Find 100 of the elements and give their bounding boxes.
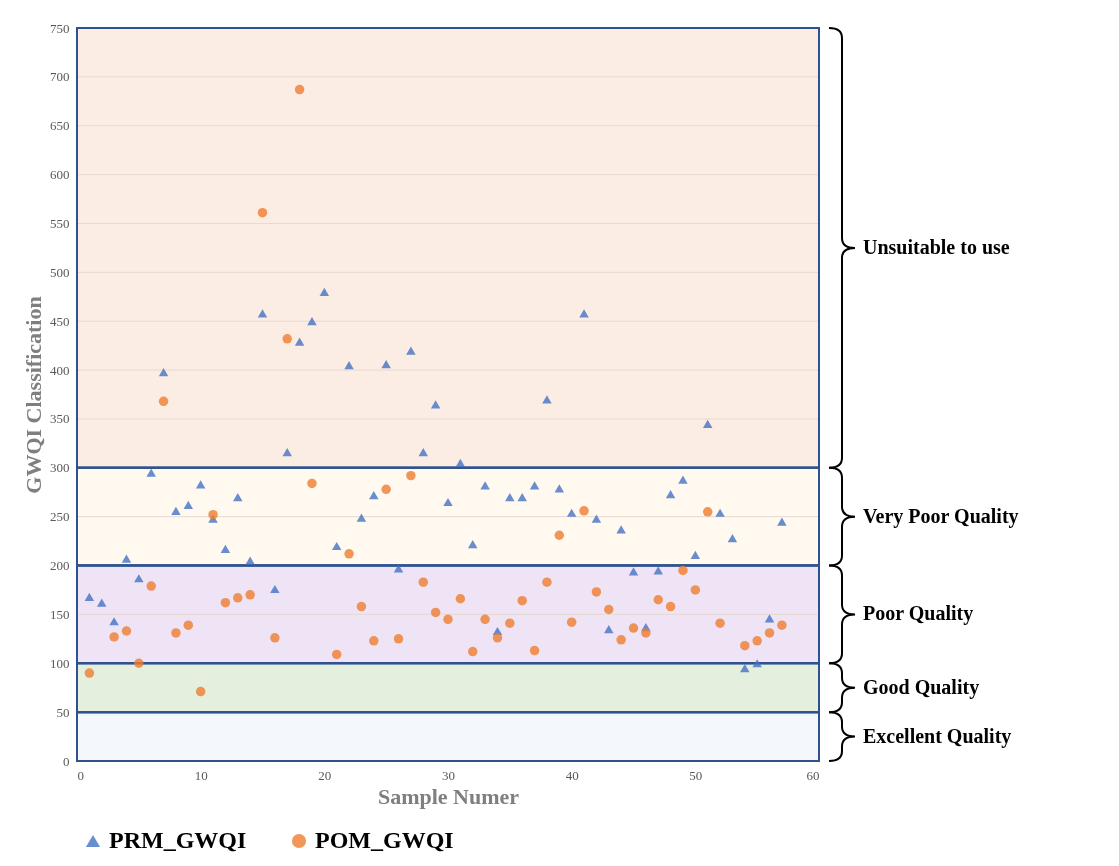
point: [233, 593, 243, 603]
band-label: Poor Quality: [863, 602, 974, 626]
point: [307, 478, 317, 489]
y-tick-label: 50: [56, 704, 70, 720]
point: [604, 604, 614, 615]
x-tick-label: 10: [194, 767, 208, 783]
band-label: Good Quality: [863, 675, 980, 699]
point: [715, 618, 725, 628]
point: [443, 497, 453, 507]
y-tick-label: 600: [50, 167, 70, 183]
point: [220, 597, 231, 608]
band-label: Unsuitable to use: [863, 235, 1010, 258]
band-label: Very Poor Quality: [863, 504, 1019, 528]
point: [653, 595, 663, 605]
point: [369, 491, 379, 500]
x-tick-label: 0: [77, 767, 84, 783]
point: [777, 517, 787, 526]
y-tick-label: 250: [50, 509, 70, 525]
point: [740, 664, 750, 673]
point: [690, 585, 701, 595]
point: [628, 623, 639, 633]
point: [455, 458, 466, 468]
point: [529, 645, 540, 656]
point: [480, 614, 490, 625]
point: [505, 618, 515, 628]
point: [653, 566, 663, 575]
point: [257, 207, 268, 218]
point: [171, 506, 181, 515]
point: [455, 594, 466, 604]
point: [752, 659, 762, 668]
point: [158, 396, 169, 407]
point: [529, 481, 540, 490]
y-axis-title: GWQI Classification: [21, 296, 46, 494]
point: [715, 508, 725, 517]
point: [616, 635, 626, 645]
point: [764, 628, 775, 638]
x-axis-title: Sample Numer: [377, 783, 520, 809]
point: [369, 636, 379, 646]
point: [690, 550, 701, 559]
point: [109, 617, 119, 626]
y-tick-label: 500: [50, 264, 70, 280]
point: [740, 640, 750, 651]
point: [171, 628, 181, 638]
y-tick-label: 700: [50, 69, 70, 85]
point: [121, 554, 132, 563]
y-tick-label: 750: [50, 20, 70, 36]
legend-label: POM_GWQI: [315, 827, 454, 853]
point: [542, 577, 552, 587]
point: [307, 317, 317, 326]
point: [344, 549, 354, 559]
point: [467, 646, 478, 657]
y-tick-label: 400: [50, 362, 70, 378]
point: [418, 448, 429, 457]
point: [344, 361, 354, 370]
point: [764, 614, 775, 623]
point: [480, 481, 490, 490]
point: [84, 592, 95, 601]
point: [245, 590, 255, 600]
point: [319, 287, 330, 296]
point: [257, 309, 268, 318]
point: [517, 493, 527, 502]
x-tick-label: 20: [318, 767, 332, 783]
point: [331, 541, 342, 551]
y-tick-label: 300: [50, 460, 70, 476]
point: [554, 530, 565, 540]
point: [270, 633, 280, 643]
point: [628, 567, 639, 576]
point: [505, 493, 515, 502]
point: [702, 507, 713, 517]
y-tick-label: 0: [63, 753, 70, 769]
y-tick-label: 200: [50, 558, 70, 574]
point: [134, 574, 144, 583]
point: [678, 565, 688, 576]
point: [579, 506, 589, 516]
point: [542, 395, 552, 404]
point: [233, 493, 243, 502]
point: [665, 601, 676, 612]
point: [393, 634, 404, 644]
legend-label: PRM_GWQI: [109, 827, 247, 853]
x-tick-label: 30: [442, 767, 455, 783]
point: [294, 84, 305, 95]
point: [591, 514, 602, 523]
y-tick-label: 450: [50, 313, 70, 329]
point: [146, 468, 156, 477]
band-label: Excellent Quality: [863, 724, 1012, 748]
point: [430, 400, 441, 409]
point: [356, 513, 367, 522]
point: [665, 490, 676, 499]
y-tick-label: 100: [50, 655, 70, 671]
x-tick-label: 40: [565, 767, 579, 783]
point: [752, 636, 762, 646]
point: [467, 539, 478, 549]
y-tick-label: 350: [50, 411, 70, 427]
point: [245, 556, 255, 565]
point: [282, 448, 292, 457]
point: [121, 626, 132, 636]
point: [96, 598, 107, 607]
point: [381, 484, 391, 495]
point: [727, 534, 738, 543]
point: [146, 581, 156, 591]
